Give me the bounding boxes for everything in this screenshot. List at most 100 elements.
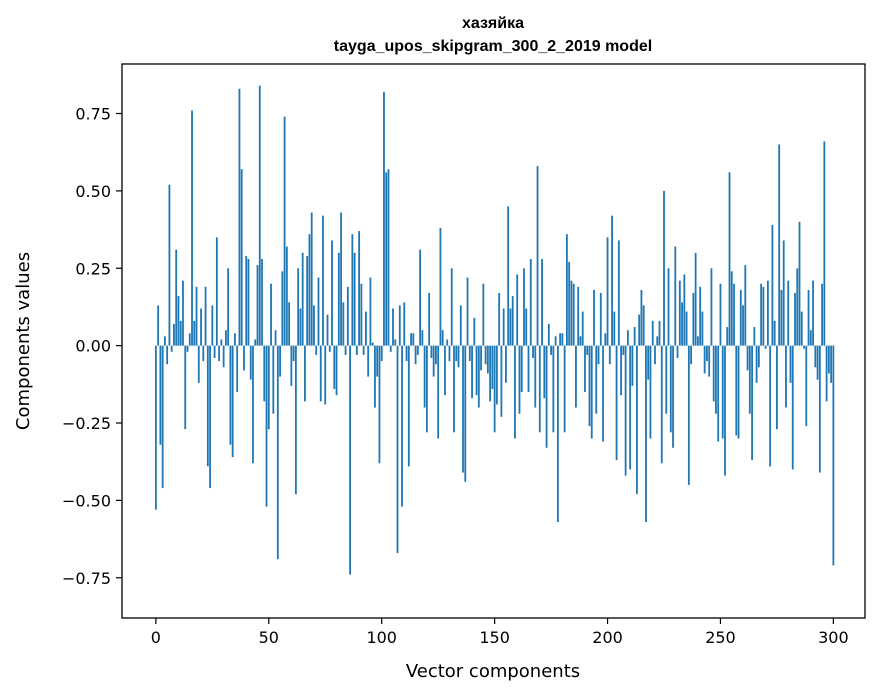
bar: [552, 345, 555, 433]
bar: [466, 277, 469, 346]
bar: [396, 345, 399, 553]
bar: [154, 345, 157, 510]
bar: [378, 345, 381, 464]
bar: [204, 286, 207, 346]
bar: [421, 330, 424, 346]
bar: [584, 345, 586, 393]
bar: [818, 345, 821, 473]
bar: [188, 333, 191, 346]
bar: [168, 184, 171, 346]
bar: [669, 345, 672, 433]
bar: [550, 345, 552, 355]
bar: [753, 327, 756, 346]
bar: [737, 345, 740, 439]
bar: [663, 190, 665, 346]
bar: [288, 302, 291, 346]
bar: [313, 305, 315, 346]
bar: [606, 237, 609, 346]
bar: [254, 339, 257, 346]
bar: [543, 345, 546, 399]
bar: [615, 345, 618, 461]
bar: [340, 212, 342, 346]
bar: [193, 320, 196, 346]
bar: [692, 293, 695, 346]
bar: [710, 268, 713, 346]
bar: [231, 345, 234, 458]
bar: [762, 286, 765, 346]
bar: [222, 345, 225, 368]
bar: [179, 320, 182, 346]
bar: [195, 286, 198, 346]
bar: [238, 88, 241, 346]
bar: [166, 345, 169, 365]
bar: [177, 296, 180, 346]
bar: [491, 345, 494, 389]
bar: [403, 302, 406, 346]
y-axis-label: Components values: [13, 252, 34, 430]
bar: [523, 268, 525, 346]
bar: [385, 172, 388, 346]
bar: [712, 345, 715, 402]
bar: [267, 345, 270, 430]
bar: [746, 345, 749, 371]
bar: [565, 234, 568, 346]
bar: [441, 330, 444, 346]
bar: [297, 268, 300, 346]
bar: [660, 345, 663, 464]
bar: [308, 234, 311, 346]
bar: [572, 283, 575, 346]
bar: [755, 345, 758, 383]
chart-title: хазяйка: [462, 15, 524, 32]
bar: [322, 215, 324, 346]
bar: [785, 345, 787, 408]
bar: [281, 271, 284, 346]
bar: [703, 345, 706, 374]
bar: [358, 231, 361, 346]
bar: [394, 339, 397, 346]
x-tick-label: 0: [151, 628, 161, 647]
bar: [432, 345, 435, 377]
bar: [674, 246, 677, 346]
bar: [595, 345, 598, 414]
bar: [200, 308, 202, 346]
bar: [787, 280, 790, 346]
y-tick-label: −0.50: [62, 491, 111, 510]
bar: [405, 345, 408, 362]
bar: [209, 345, 211, 489]
bar: [475, 345, 478, 396]
bar: [324, 345, 327, 405]
bar: [355, 345, 358, 355]
bar: [299, 308, 302, 346]
bar: [392, 308, 394, 346]
bar: [651, 320, 654, 346]
bar: [410, 333, 412, 346]
bar: [482, 283, 485, 346]
bar: [608, 345, 611, 365]
bar: [527, 345, 530, 393]
bar: [586, 345, 589, 355]
bar: [694, 252, 697, 346]
y-tick-label: −0.25: [62, 414, 111, 433]
bar: [532, 345, 534, 359]
bar: [577, 286, 580, 346]
bar: [631, 345, 634, 386]
bar: [602, 345, 604, 442]
bar: [545, 345, 548, 448]
bar: [495, 345, 498, 405]
bar: [243, 345, 245, 371]
bar: [685, 311, 688, 346]
bar: [638, 314, 641, 346]
bar: [701, 311, 704, 346]
bar: [821, 283, 823, 346]
bar: [620, 345, 622, 396]
bar: [346, 286, 349, 346]
bar: [681, 302, 683, 346]
bar: [678, 280, 681, 346]
bar: [247, 258, 250, 346]
bar: [261, 258, 263, 346]
bar: [649, 345, 652, 439]
bar: [376, 345, 379, 377]
bar: [739, 289, 742, 346]
bar: [769, 345, 772, 467]
bar: [794, 293, 796, 346]
